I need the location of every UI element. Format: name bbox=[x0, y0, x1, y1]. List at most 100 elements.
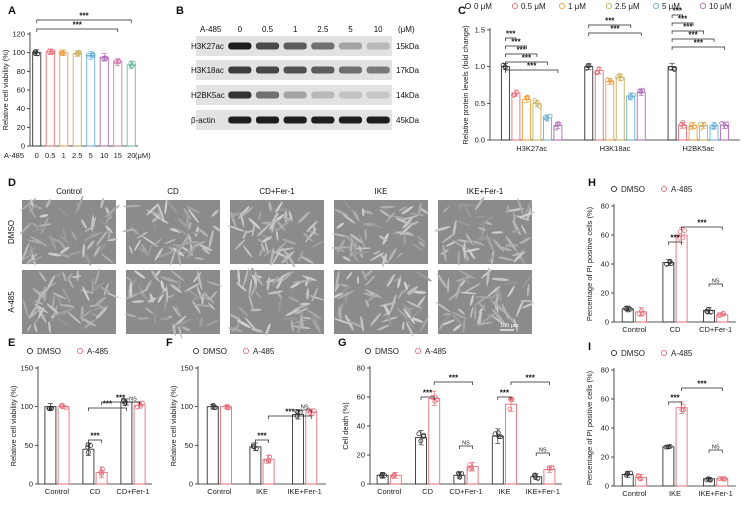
cell-shape bbox=[124, 313, 137, 318]
significance-label: *** bbox=[694, 39, 704, 48]
cell-shape bbox=[21, 242, 30, 261]
panel-label-g: G bbox=[338, 337, 347, 349]
cell-shape bbox=[237, 268, 241, 285]
scale-bar-label: 100 μm bbox=[500, 323, 519, 329]
cell-shape bbox=[39, 214, 49, 218]
x-tick-label: IKE+Fer-1 bbox=[526, 487, 560, 496]
significance-label: NS bbox=[712, 279, 720, 285]
cell-shape bbox=[268, 201, 272, 212]
cell-shape bbox=[487, 285, 501, 297]
data-point bbox=[719, 120, 725, 126]
data-point bbox=[708, 309, 714, 315]
cell-shape bbox=[167, 200, 178, 214]
data-point bbox=[307, 410, 313, 416]
data-point bbox=[103, 55, 109, 61]
cell-shape bbox=[302, 316, 312, 320]
cell-shape bbox=[92, 282, 105, 291]
cell-shape bbox=[258, 248, 263, 257]
data-point bbox=[544, 115, 550, 121]
significance-label: *** bbox=[90, 432, 100, 441]
cell-shape bbox=[34, 300, 44, 305]
significance-bracket bbox=[126, 401, 140, 405]
blot-band bbox=[366, 42, 390, 50]
cell-shape bbox=[492, 309, 505, 324]
cell-shape bbox=[237, 319, 251, 328]
cell-shape bbox=[521, 275, 532, 289]
legend-dmso-marker bbox=[364, 347, 372, 355]
cell-shape bbox=[183, 208, 191, 220]
cell-shape bbox=[499, 246, 512, 251]
data-point bbox=[134, 404, 140, 410]
cell-shape bbox=[464, 283, 481, 293]
cell-shape bbox=[443, 314, 451, 323]
cell-shape bbox=[333, 318, 351, 325]
cell-shape bbox=[46, 274, 55, 292]
cell-shape bbox=[82, 243, 85, 258]
y-tick-label: 80 bbox=[601, 202, 609, 211]
cell-shape bbox=[270, 247, 275, 266]
cell-shape bbox=[521, 224, 527, 235]
x-tick-label: CD bbox=[422, 487, 433, 496]
cell-shape bbox=[293, 319, 307, 324]
legend-marker bbox=[558, 2, 566, 10]
cell-shape bbox=[471, 242, 483, 246]
cell-shape bbox=[436, 273, 448, 289]
legend-label: 0.5 μM bbox=[521, 2, 546, 11]
data-point bbox=[723, 124, 729, 129]
cell-shape bbox=[168, 246, 176, 253]
cell-shape bbox=[260, 242, 266, 253]
cell-shape bbox=[284, 208, 288, 225]
cell-shape bbox=[22, 251, 36, 260]
cell-shape bbox=[81, 219, 87, 229]
data-point bbox=[668, 261, 674, 266]
cell-shape bbox=[442, 313, 452, 316]
cell-shape bbox=[342, 256, 351, 262]
cell-shape bbox=[361, 208, 365, 217]
data-point bbox=[509, 397, 515, 402]
cell-shape bbox=[398, 206, 407, 212]
cell-shape bbox=[352, 210, 360, 221]
micrograph-image bbox=[334, 270, 428, 334]
cell-shape bbox=[82, 286, 90, 302]
cell-shape bbox=[355, 250, 370, 255]
cell-shape bbox=[415, 271, 432, 282]
data-point bbox=[210, 402, 216, 408]
y-tick-label: 60 bbox=[601, 395, 609, 404]
significance-label: NS bbox=[462, 441, 470, 447]
bar bbox=[584, 66, 594, 141]
cell-shape bbox=[478, 227, 487, 231]
data-point bbox=[624, 306, 630, 312]
cell-shape bbox=[409, 309, 421, 320]
cell-shape bbox=[34, 323, 38, 333]
cell-shape bbox=[311, 287, 319, 303]
y-tick-label: 0 bbox=[29, 480, 33, 489]
cell-shape bbox=[193, 303, 212, 308]
cell-shape bbox=[353, 247, 372, 250]
bar bbox=[505, 403, 517, 485]
cell-shape bbox=[465, 232, 473, 245]
bar bbox=[500, 66, 510, 141]
blot-band bbox=[228, 66, 252, 74]
cell-shape bbox=[476, 321, 494, 326]
cell-shape bbox=[171, 243, 184, 248]
y-tick-label: 50 bbox=[25, 441, 33, 450]
legend-label: 0 μM bbox=[474, 2, 492, 11]
blot-band bbox=[283, 66, 307, 74]
cell-shape bbox=[265, 323, 271, 336]
panel-d-micrographs: Control CD CD+Fer-1 IKE IKE+Fer-1 DMSO A-485 10… bbox=[7, 187, 536, 340]
y-tick-label: 20 bbox=[17, 123, 25, 132]
cell-shape bbox=[434, 226, 451, 232]
cell-shape bbox=[303, 232, 313, 242]
cell-shape bbox=[211, 209, 219, 217]
cell-shape bbox=[66, 251, 82, 257]
cell-shape bbox=[365, 269, 373, 277]
cell-shape bbox=[185, 213, 189, 227]
panel-h-chart: 0 20 40 60 80 Percentage of PI positive cells… bbox=[585, 185, 736, 334]
data-point bbox=[667, 258, 673, 264]
x-tick-label: Control bbox=[207, 487, 232, 496]
data-point bbox=[608, 79, 614, 85]
data-point bbox=[679, 122, 684, 127]
cell-shape bbox=[395, 217, 409, 224]
data-point bbox=[525, 95, 530, 101]
micrograph-column-label: CD+Fer-1 bbox=[259, 187, 295, 196]
